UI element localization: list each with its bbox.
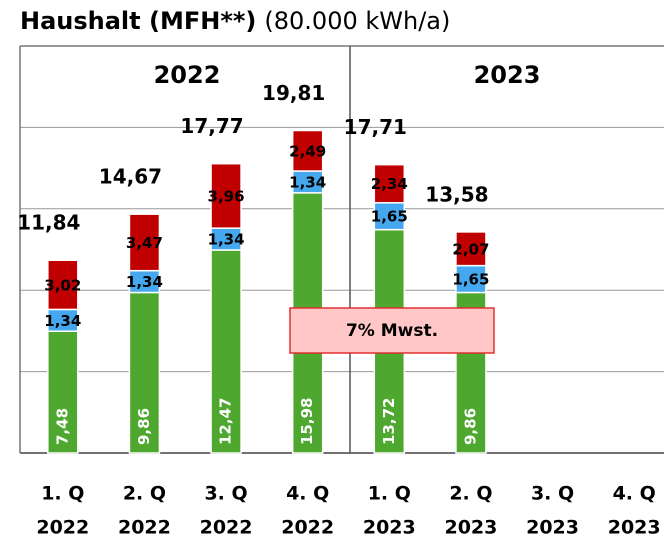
x-tick-label: 4. Q [286,483,329,505]
bar-segment [455,231,487,267]
year-label: 2023 [474,61,541,89]
annotation-box [289,307,495,354]
x-tick-label: 1. Q [41,483,84,505]
x-tick-label: 2023 [526,517,579,539]
value-label: 7,48 [53,408,71,445]
x-tick-label: 3. Q [204,483,247,505]
value-label: 1,34 [126,273,163,291]
x-tick-label: 3. Q [531,483,574,505]
total-label: 14,67 [99,165,162,189]
x-tick-label: 2023 [444,517,497,539]
bar-segment [291,129,324,172]
value-label: 1,34 [44,312,81,330]
value-label: 2,07 [452,240,489,258]
bar-segment [373,202,406,231]
x-tick-label: 2. Q [449,483,492,505]
value-label: 1,34 [289,173,326,191]
value-label: 13,72 [380,398,398,445]
bar-segment [128,213,161,272]
value-label: 1,65 [452,271,489,289]
value-label: 9,86 [135,408,153,445]
x-tick-label: 2023 [363,517,416,539]
value-label: 9,86 [461,408,479,445]
chart-title: Haushalt (MFH**) (80.000 kWh/a) [20,7,450,35]
title: Haushalt (MFH**) [20,7,256,35]
value-label: 2,34 [371,175,408,193]
bar-segment [47,330,79,454]
bar-segment [210,249,242,454]
value-label: 3,02 [44,276,81,294]
x-tick-label: 1. Q [368,483,411,505]
x-tick-label: 4. Q [613,483,656,505]
value-label: 2,49 [289,142,326,160]
x-tick-label: 2022 [200,517,253,539]
bar-segment [128,291,161,454]
annotation: 7% Mwst. [346,321,438,341]
value-label: 15,98 [298,398,316,445]
value-label: 1,34 [208,231,245,249]
total-label: 13,58 [425,182,488,206]
year-label: 2022 [154,61,221,89]
value-label: 3,96 [208,187,245,205]
x-tick-label: 2022 [36,517,89,539]
total-label: 11,84 [17,211,80,235]
value-label: 3,47 [126,234,163,252]
x-tick-label: 2022 [281,517,334,539]
value-label: 1,65 [371,208,408,226]
bar-segment [373,163,406,204]
bar-segment [210,162,242,229]
x-tick-label: 2022 [118,517,171,539]
x-tick-label: 2023 [608,517,661,539]
value-label: 12,47 [217,398,235,445]
subtitle: (80.000 kWh/a) [264,7,450,35]
total-label: 17,77 [180,114,243,138]
total-label: 17,71 [344,115,407,139]
x-tick-label: 2. Q [123,483,166,505]
bar-segment [47,259,79,311]
total-label: 19,81 [262,81,325,105]
bar-segment [455,264,487,294]
